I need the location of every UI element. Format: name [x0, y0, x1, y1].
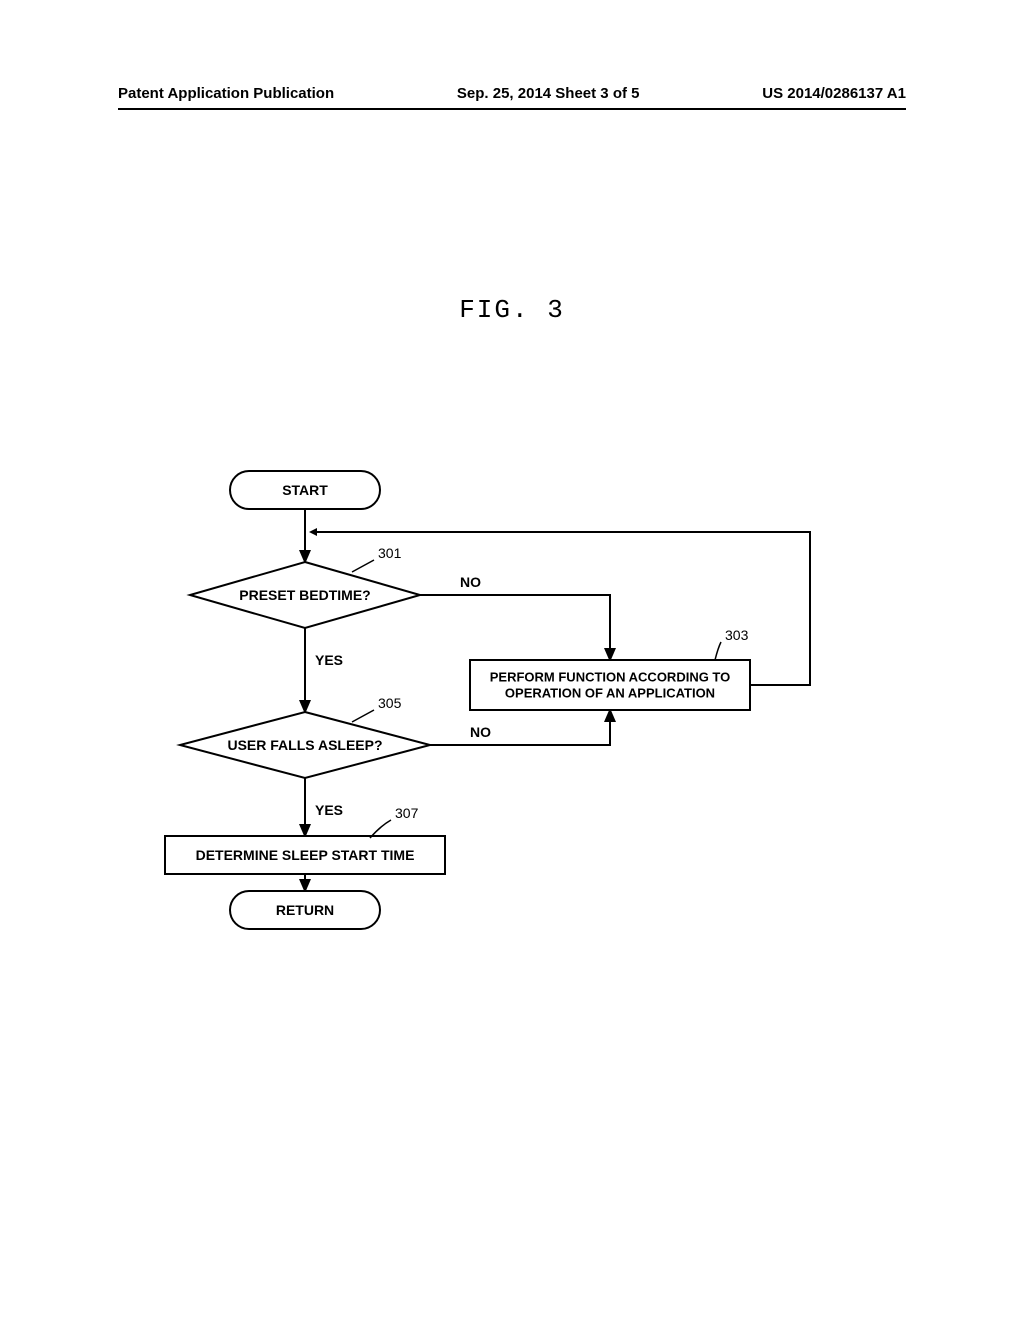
svg-text:OPERATION OF AN APPLICATION: OPERATION OF AN APPLICATION: [505, 686, 715, 701]
svg-text:NO: NO: [460, 574, 481, 590]
svg-text:YES: YES: [315, 652, 343, 668]
svg-text:NO: NO: [470, 724, 491, 740]
svg-text:RETURN: RETURN: [276, 902, 334, 918]
svg-text:301: 301: [378, 545, 402, 561]
svg-text:PERFORM FUNCTION ACCORDING TO: PERFORM FUNCTION ACCORDING TO: [490, 670, 731, 685]
flowchart-diagram: START PRESET BEDTIME? PERFORM FUNCTION ACC…: [160, 460, 880, 980]
page-header: Patent Application Publication Sep. 25, …: [0, 85, 1024, 102]
header-left: Patent Application Publication: [118, 85, 334, 102]
svg-text:DETERMINE SLEEP START TIME: DETERMINE SLEEP START TIME: [196, 847, 415, 863]
svg-text:303: 303: [725, 627, 749, 643]
svg-text:USER FALLS ASLEEP?: USER FALLS ASLEEP?: [227, 737, 382, 753]
header-center: Sep. 25, 2014 Sheet 3 of 5: [457, 85, 640, 102]
svg-text:START: START: [282, 482, 328, 498]
header-right: US 2014/0286137 A1: [762, 85, 906, 102]
svg-text:PRESET BEDTIME?: PRESET BEDTIME?: [239, 587, 370, 603]
figure-title: FIG. 3: [0, 295, 1024, 325]
svg-text:305: 305: [378, 695, 402, 711]
header-rule: [118, 108, 906, 110]
svg-text:307: 307: [395, 805, 419, 821]
svg-text:YES: YES: [315, 802, 343, 818]
